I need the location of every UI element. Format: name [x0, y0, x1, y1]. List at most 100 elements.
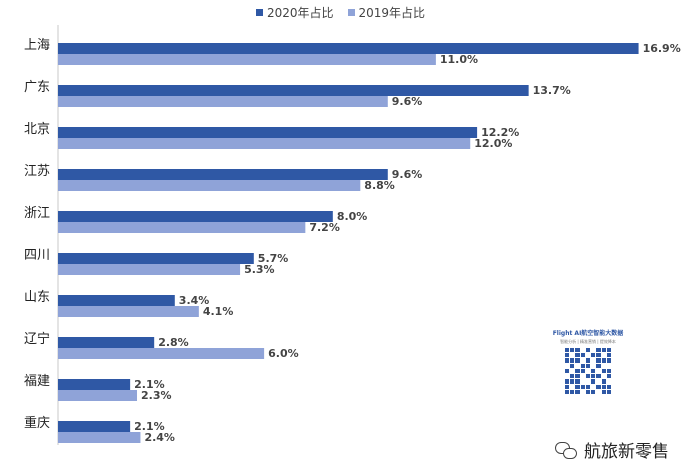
bar-2020: [58, 169, 388, 180]
qr-cell: [606, 358, 611, 363]
bar-2019: [58, 138, 471, 149]
qr-cell: [570, 384, 575, 389]
qr-cell: [565, 374, 570, 379]
qr-cell: [591, 379, 596, 384]
category-label: 广东: [24, 80, 50, 95]
value-label-2019: 2.4%: [144, 431, 175, 444]
qr-cell: [570, 379, 575, 384]
qr-cell: [601, 389, 606, 394]
value-label-2020: 5.7%: [258, 252, 289, 265]
bar-2019: [58, 264, 241, 275]
qr-cell: [570, 368, 575, 374]
bar-2020: [58, 295, 175, 306]
category-label: 山东: [24, 290, 50, 305]
category-label: 江苏: [24, 163, 50, 179]
bar-2019: [58, 348, 265, 359]
qr-cell: [570, 374, 575, 379]
category-label: 重庆: [24, 415, 50, 431]
qr-cell: [570, 389, 575, 394]
bar-2020: [58, 43, 639, 54]
value-label-2020: 2.1%: [134, 378, 165, 391]
category-label: 四川: [24, 248, 50, 263]
legend-label-2019: 2019年占比: [358, 6, 426, 20]
qr-cell: [596, 379, 601, 384]
qr-cell: [596, 368, 601, 374]
qr-cell: [601, 379, 606, 384]
qr-cell: [596, 358, 601, 363]
wechat-icon: [554, 440, 578, 460]
qr-cell: [591, 389, 596, 394]
qr-cell: [575, 348, 580, 353]
legend-label-2020: 2020年占比: [266, 6, 334, 20]
bar-2019: [58, 306, 199, 317]
legend-swatch-2020: [255, 9, 263, 16]
qr-cell: [601, 348, 606, 353]
value-label-2020: 8.0%: [337, 210, 368, 223]
bar-2019: [58, 222, 306, 233]
qr-cell: [606, 389, 611, 394]
qr-cell: [585, 363, 591, 368]
qr-cell: [565, 353, 570, 358]
qr-cell: [575, 384, 580, 389]
qr-cell: [565, 384, 570, 389]
qr-cell: [565, 363, 570, 368]
qr-cell: [580, 389, 585, 394]
qr-cell: [596, 389, 601, 394]
qr-cell: [575, 363, 580, 368]
bar-2020: [58, 379, 131, 390]
qr-cell: [596, 374, 601, 379]
bar-2019: [58, 54, 436, 65]
qr-cell: [596, 363, 601, 368]
qr-cell: [575, 368, 580, 374]
qr-cell: [596, 353, 601, 358]
qr-cell: [606, 374, 611, 379]
value-label-2019: 6.0%: [268, 347, 299, 360]
value-label-2020: 3.4%: [179, 294, 210, 307]
bar-2020: [58, 211, 333, 222]
qr-cell: [580, 353, 585, 358]
qr-cell: [596, 384, 601, 389]
qr-cell: [570, 353, 575, 358]
value-label-2019: 12.0%: [474, 137, 512, 150]
qr-cell: [606, 384, 611, 389]
qr-title: Flight AI航空智能大数据: [552, 330, 624, 337]
qr-cell: [591, 374, 596, 379]
qr-cell: [575, 353, 580, 358]
value-label-2019: 2.3%: [141, 389, 172, 402]
value-label-2019: 9.6%: [392, 95, 423, 108]
qr-cell: [585, 358, 591, 363]
category-label: 福建: [24, 374, 50, 389]
qr-cell: [575, 379, 580, 384]
qr-cell: [606, 379, 611, 384]
qr-cell: [585, 379, 591, 384]
qr-cell: [591, 384, 596, 389]
qr-cell: [585, 368, 591, 374]
qr-cell: [580, 374, 585, 379]
value-label-2020: 9.6%: [392, 168, 423, 181]
qr-cell: [601, 374, 606, 379]
value-label-2019: 11.0%: [440, 53, 478, 66]
category-label: 北京: [24, 122, 50, 137]
value-label-2019: 4.1%: [203, 305, 234, 318]
value-label-2019: 7.2%: [309, 221, 340, 234]
value-label-2020: 2.8%: [158, 336, 189, 349]
value-label-2019: 8.8%: [364, 179, 395, 192]
value-label-2020: 2.1%: [134, 420, 165, 433]
qr-cell: [606, 363, 611, 368]
qr-cell: [601, 368, 606, 374]
qr-cell: [565, 348, 570, 353]
value-label-2019: 5.3%: [244, 263, 275, 276]
category-label: 浙江: [24, 206, 50, 221]
qr-cell: [575, 358, 580, 363]
qr-cell: [591, 368, 596, 374]
qr-cell: [606, 368, 611, 374]
legend-item-2020: 2020年占比: [255, 4, 334, 21]
qr-cell: [591, 358, 596, 363]
qr-cell: [585, 389, 591, 394]
category-label: 上海: [24, 38, 50, 53]
legend: 2020年占比 2019年占比: [0, 4, 681, 21]
qr-cell: [601, 353, 606, 358]
value-label-2020: 13.7%: [533, 84, 571, 97]
bar-2020: [58, 253, 254, 264]
